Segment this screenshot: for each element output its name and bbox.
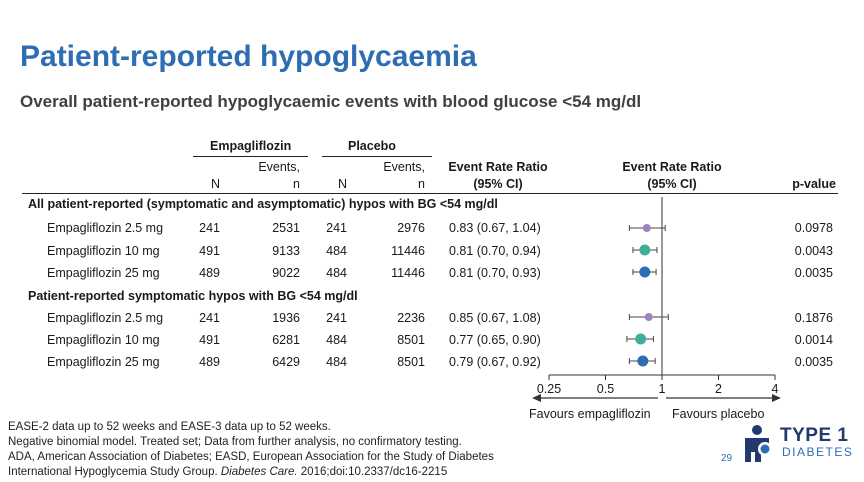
col-pbo-events-2: n (418, 177, 425, 191)
col-empa-n: N (210, 177, 220, 191)
col-pvalue: p-value (792, 177, 836, 191)
group-underline-empa (193, 156, 308, 157)
col-pbo-events-1: Events, (383, 160, 425, 174)
favours-left-arrowhead (532, 394, 541, 402)
point-estimate (639, 266, 651, 278)
section-label: Patient-reported symptomatic hypos with … (28, 289, 358, 303)
empagliflozin-group-header: Empagliflozin (210, 139, 292, 153)
point-estimate (642, 224, 651, 232)
logo-text-diabetes: DIABETES (782, 445, 854, 459)
group-underline-placebo (322, 156, 432, 157)
favours-empagliflozin-label: Favours empagliflozin (529, 407, 651, 421)
col-err-plot-1: Event Rate Ratio (622, 160, 722, 174)
col-err-table-1: Event Rate Ratio (448, 160, 548, 174)
placebo-group-header: Placebo (348, 139, 396, 153)
col-err-plot-2: (95% CI) (647, 177, 697, 191)
x-tick-label: 1 (659, 382, 666, 396)
footnote-line: Negative binomial model. Treated set; Da… (8, 436, 462, 448)
col-empa-events-1: Events, (258, 160, 300, 174)
x-tick-label: 0.25 (537, 382, 561, 396)
favours-right-arrowhead (772, 394, 781, 402)
col-empa-events-2: n (293, 177, 300, 191)
logo-text-type1: TYPE 1 (780, 425, 849, 446)
x-tick-label: 2 (715, 382, 722, 396)
footnote-line: ADA, American Association of Diabetes; E… (8, 451, 494, 463)
x-tick-label: 4 (772, 382, 779, 396)
point-estimate (635, 333, 647, 345)
section-label: All patient-reported (symptomatic and as… (28, 197, 498, 211)
page-subtitle: Overall patient-reported hypoglycaemic e… (20, 92, 642, 111)
page-title: Patient-reported hypoglycaemia (20, 40, 477, 73)
point-estimate (637, 355, 649, 367)
page-number: 29 (721, 453, 733, 464)
favours-placebo-label: Favours placebo (672, 407, 765, 421)
point-estimate (644, 313, 653, 321)
col-err-table-2: (95% CI) (473, 177, 523, 191)
footnote-line: EASE-2 data up to 52 weeks and EASE-3 da… (8, 421, 331, 433)
x-tick-label: 0.5 (597, 382, 614, 396)
footnote-citation: International Hypoglycemia Study Group. … (8, 466, 448, 478)
col-pbo-n: N (337, 177, 347, 191)
header-rule (22, 193, 838, 194)
point-estimate (639, 244, 651, 256)
diabetes-figure-logo-icon (745, 425, 772, 462)
